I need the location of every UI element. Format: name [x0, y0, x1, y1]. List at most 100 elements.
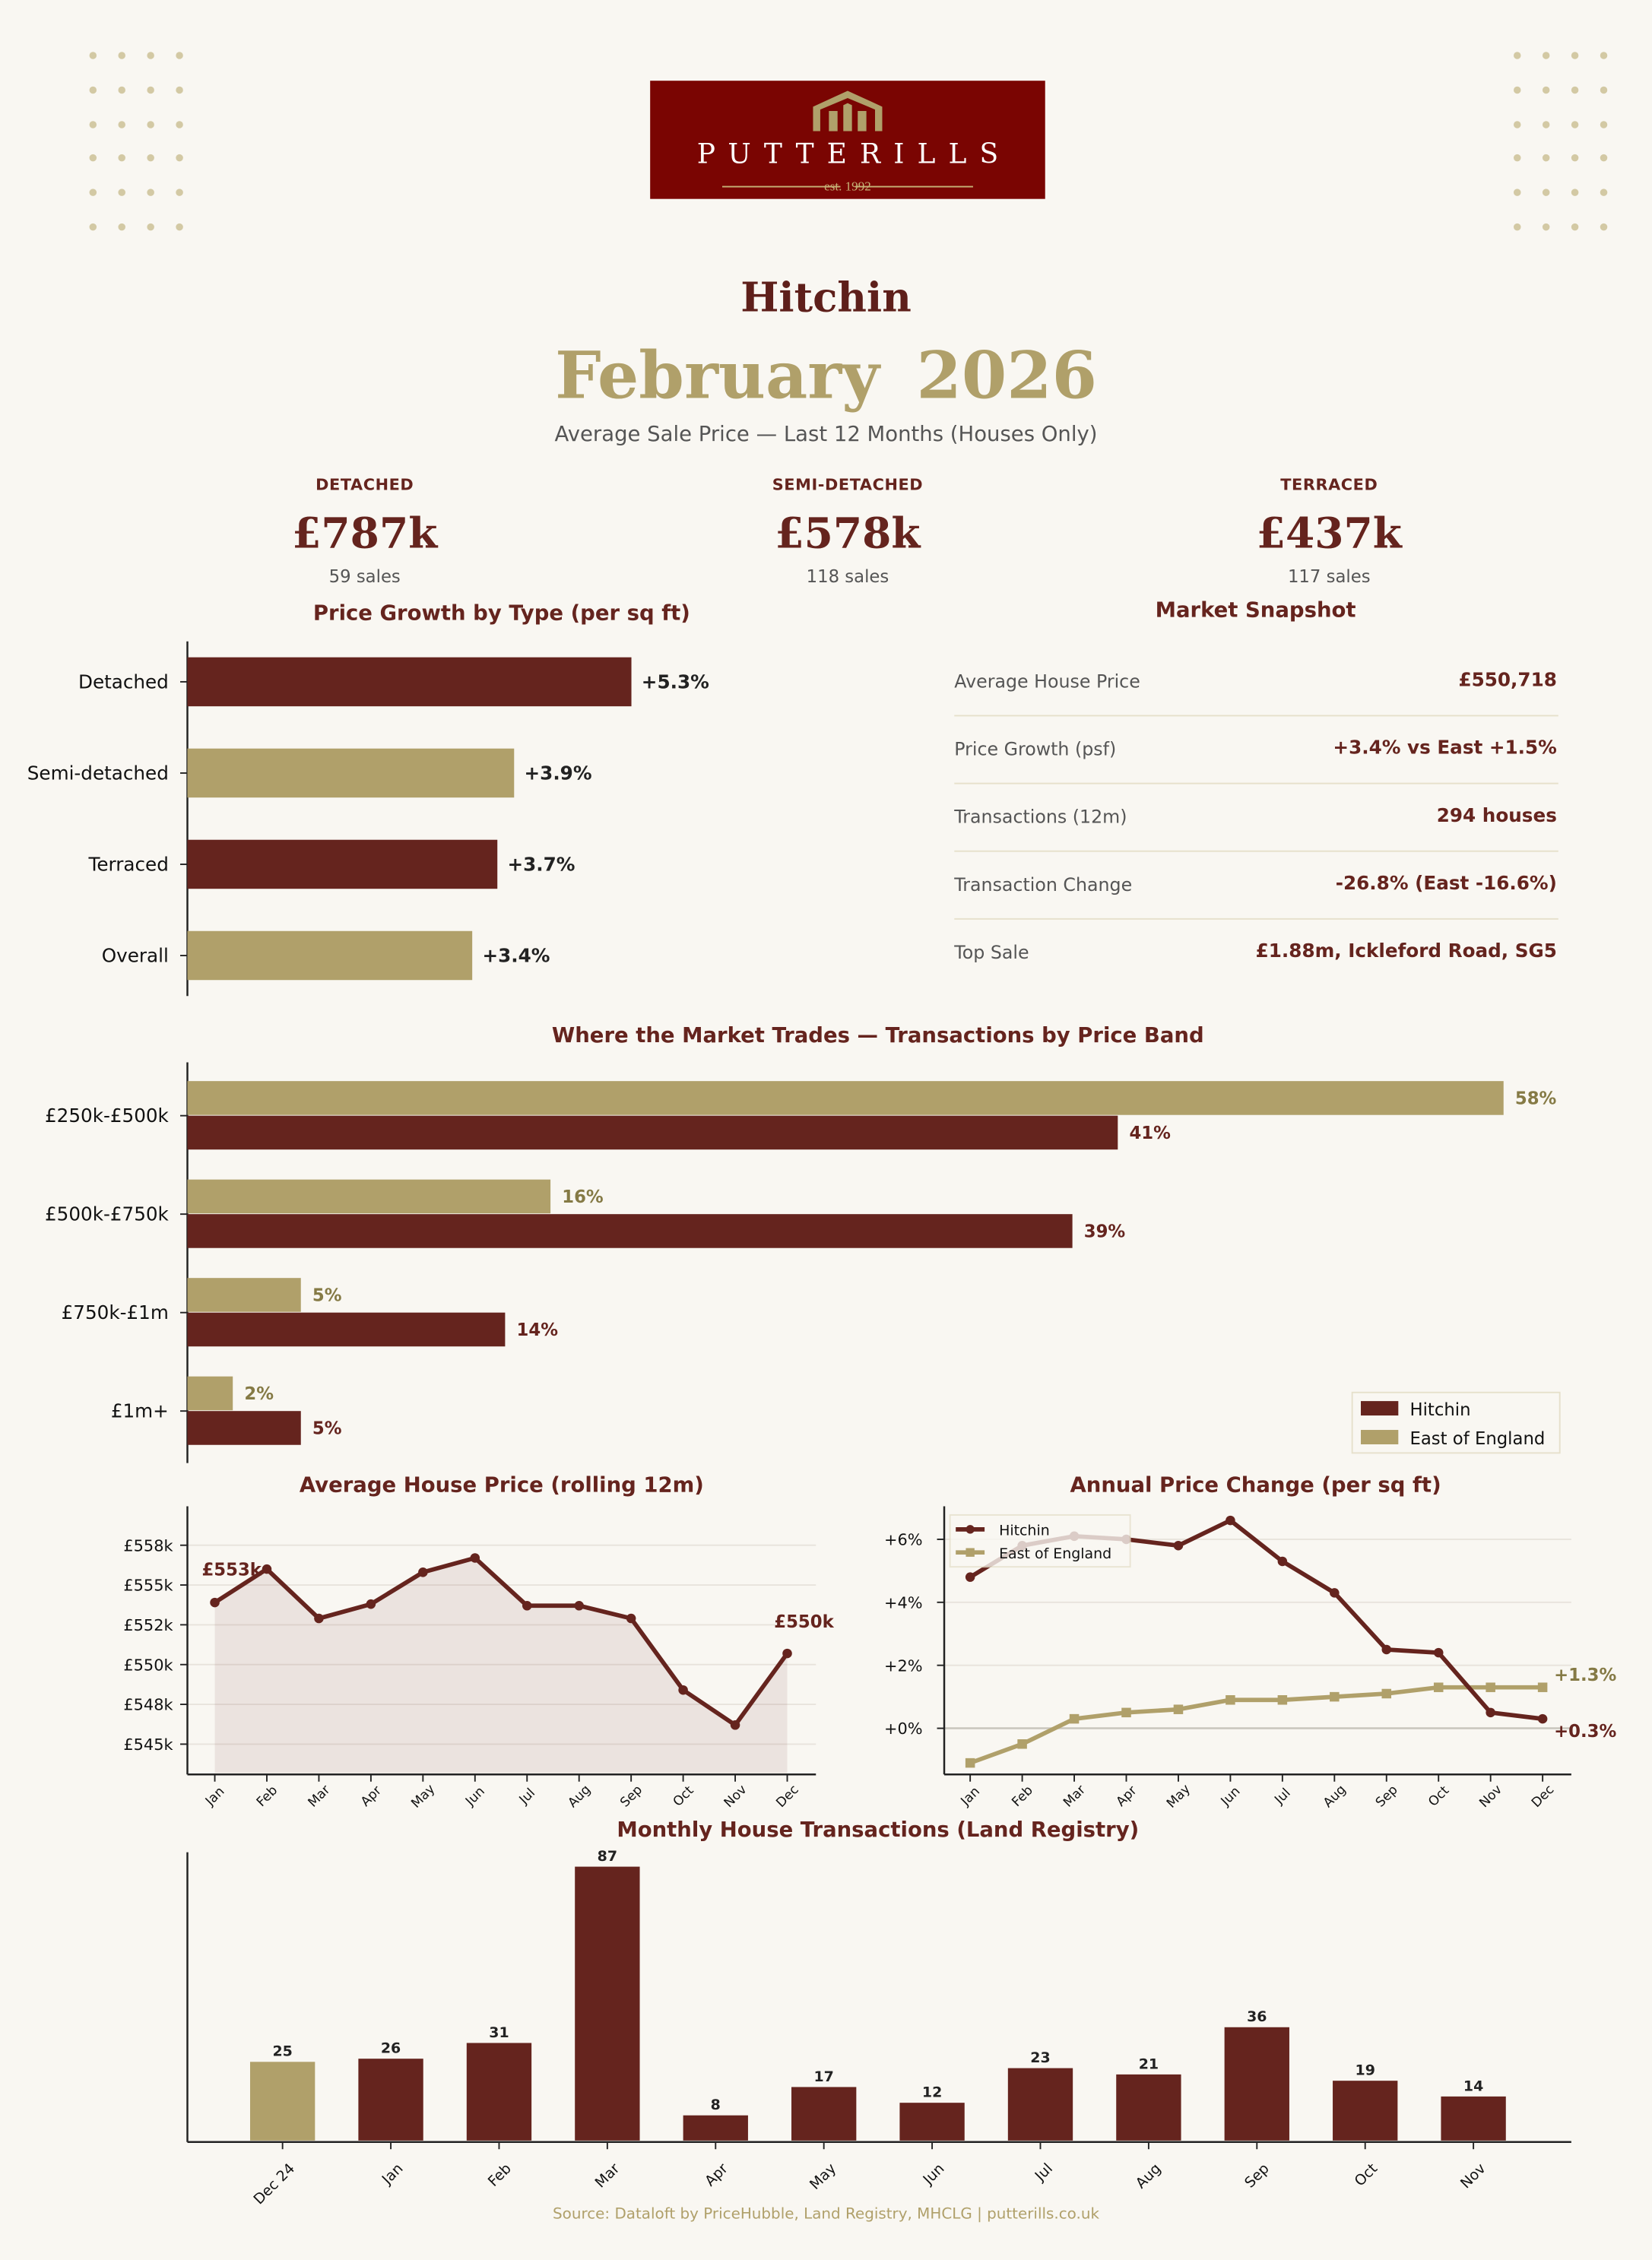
dot — [1542, 120, 1550, 128]
dot — [1514, 154, 1521, 163]
bar-value-label: 26 — [381, 2040, 401, 2057]
y-tick-label: +2% — [884, 1656, 923, 1675]
dot — [118, 120, 125, 128]
snapshot-value: £1.88m, Ickleford Road, SG5 — [1255, 941, 1557, 963]
category-label: Semi-detached — [27, 762, 169, 784]
bar-value-label: 19 — [1356, 2062, 1375, 2079]
data-point — [965, 1572, 975, 1582]
x-tick-label: Sep — [1241, 2160, 1273, 2192]
x-tick-label: Aug — [1321, 1782, 1349, 1811]
bar-terraced — [187, 839, 498, 889]
chart-title: Average House Price (rolling 12m) — [300, 1473, 704, 1498]
snapshot-label: Average House Price — [954, 670, 1140, 693]
snapshot-label: Transactions (12m) — [954, 805, 1127, 828]
dot — [1542, 223, 1550, 231]
y-tick-label: +6% — [884, 1531, 923, 1549]
data-point — [1537, 1713, 1548, 1724]
data-point — [1330, 1588, 1340, 1598]
annotation-start: £553k — [201, 1561, 262, 1580]
snapshot-value: £550,718 — [1458, 670, 1557, 693]
x-tick-label: Nov — [721, 1782, 750, 1811]
x-tick-label: Aug — [565, 1782, 594, 1811]
data-point — [965, 1758, 975, 1768]
bar-value-label: 14 — [1463, 2078, 1483, 2094]
x-tick-label: Jul — [516, 1786, 538, 1808]
data-point-jun — [470, 1553, 480, 1563]
dot — [89, 223, 97, 231]
y-tick-label: £558k — [123, 1536, 173, 1555]
bar-value-label: 5% — [312, 1286, 342, 1306]
data-point-sep — [626, 1613, 636, 1624]
dot — [89, 154, 97, 163]
snapshot-label: Price Growth (psf) — [954, 737, 1117, 760]
snapshot-row-transaction-change: Transaction Change -26.8% (East -16.6%) — [954, 873, 1557, 941]
dot — [1542, 154, 1550, 163]
dot — [1571, 223, 1579, 231]
x-tick-label: Jul — [1271, 1786, 1293, 1808]
kpi-value: £437k — [1256, 509, 1402, 558]
data-point — [1017, 1739, 1027, 1749]
kpi-terraced: TERRACED £437k 117 sales — [1113, 476, 1546, 587]
kpi-sales: 118 sales — [806, 566, 889, 587]
category-label: £1m+ — [111, 1400, 169, 1422]
report-subtitle: Average Sale Price — Last 12 Months (Hou… — [554, 423, 1098, 447]
dot — [89, 52, 97, 59]
building-icon — [813, 90, 883, 132]
snapshot-row-average-price: Average House Price £550,718 — [954, 670, 1557, 738]
dot — [176, 189, 183, 197]
putterills-logo: PUTTERILLS est. 1992 — [650, 81, 1045, 199]
bar-oct — [1333, 2081, 1398, 2141]
x-tick-label: Jul — [1032, 2160, 1056, 2185]
legend-label: East of England — [1409, 1429, 1545, 1449]
snapshot-row-top-sale: Top Sale £1.88m, Ickleford Road, SG5 — [954, 941, 1557, 1009]
kpi-sales: 117 sales — [1287, 566, 1371, 587]
category-label: Detached — [78, 670, 169, 693]
end-label-hitchin: +0.3% — [1554, 1722, 1616, 1742]
chart-title: Annual Price Change (per sq ft) — [1070, 1473, 1441, 1498]
x-tick-label: Jan — [379, 2160, 407, 2189]
source-footer: Source: Dataloft by PriceHubble, Land Re… — [553, 2205, 1100, 2223]
dot — [1571, 120, 1579, 128]
dot — [89, 120, 97, 128]
chart-title: Monthly House Transactions (Land Registr… — [617, 1818, 1139, 1842]
dot — [1542, 189, 1550, 197]
bar-overall — [187, 930, 473, 981]
dot — [1514, 52, 1521, 59]
divider — [954, 782, 1558, 785]
bar-nov — [1441, 2096, 1506, 2141]
data-point-aug — [574, 1601, 584, 1611]
annotation-end: £550k — [774, 1612, 834, 1632]
dot — [1571, 154, 1579, 163]
bar-value-label: +3.7% — [507, 853, 575, 875]
snapshot-value: +3.4% vs East +1.5% — [1333, 737, 1557, 760]
dot — [89, 86, 97, 94]
bar-value-label: 31 — [489, 2024, 509, 2041]
category-label: Overall — [102, 945, 169, 967]
logo-brand-text: PUTTERILLS — [696, 138, 1012, 170]
y-tick-label: +4% — [884, 1593, 923, 1612]
chart-title: Price Growth by Type (per sq ft) — [313, 601, 690, 625]
bar-value-label: +3.9% — [525, 762, 592, 784]
snapshot-value: -26.8% (East -16.6%) — [1335, 873, 1557, 895]
x-tick-label: Apr — [358, 1783, 385, 1810]
y-tick-label: £555k — [123, 1577, 173, 1595]
bar-value-label: 12 — [922, 2084, 942, 2101]
x-tick-label: Oct — [671, 1783, 697, 1809]
bar-hitchin — [187, 1115, 1118, 1150]
legend-label: Hitchin — [1409, 1400, 1470, 1420]
x-tick-label: Oct — [1351, 2160, 1381, 2190]
dot — [1514, 120, 1521, 128]
legend-marker — [966, 1548, 975, 1557]
x-tick-label: Jan — [202, 1784, 227, 1809]
data-point — [1121, 1707, 1131, 1718]
dot — [176, 223, 183, 231]
bar-value-label: 39% — [1084, 1222, 1126, 1242]
dot — [1514, 189, 1521, 197]
kpi-value: £787k — [292, 509, 438, 558]
divider — [954, 918, 1558, 920]
x-tick-label: Sep — [1373, 1783, 1401, 1811]
dot — [118, 52, 125, 59]
category-label: Terraced — [88, 853, 169, 875]
